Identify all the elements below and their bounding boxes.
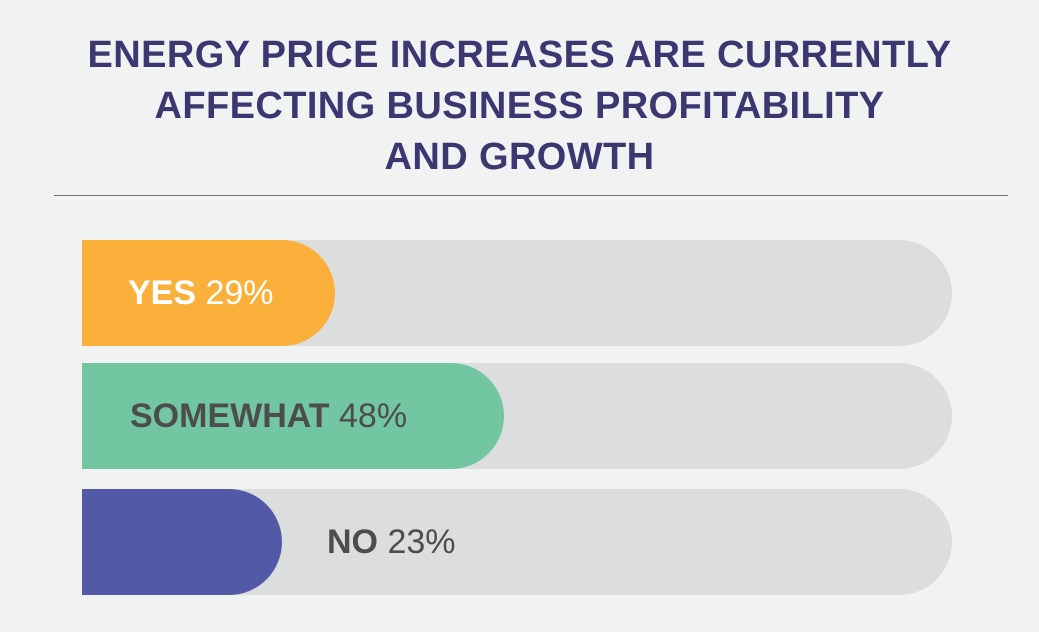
- bar-label-yes: YES 29%: [128, 240, 274, 346]
- category-label: SOMEWHAT: [130, 397, 330, 435]
- value-label: 48%: [329, 397, 408, 435]
- chart-title: ENERGY PRICE INCREASES ARE CURRENTLY AFF…: [0, 30, 1039, 183]
- bar-yes: [82, 240, 335, 346]
- title-line-1: ENERGY PRICE INCREASES ARE CURRENTLY: [87, 34, 952, 76]
- bar-somewhat: [82, 363, 504, 469]
- title-line-2: AFFECTING BUSINESS PROFITABILITY: [154, 85, 885, 127]
- bar-track-somewhat: SOMEWHAT 48%: [82, 363, 952, 469]
- category-label: NO: [327, 523, 378, 561]
- title-divider: [54, 195, 1008, 196]
- value-label: 23%: [378, 523, 456, 561]
- title-line-3: AND GROWTH: [384, 136, 655, 178]
- bar-label-no: NO 23%: [327, 489, 456, 595]
- value-label: 29%: [196, 274, 274, 312]
- bar-no: [82, 489, 282, 595]
- category-label: YES: [128, 274, 197, 312]
- bar-label-somewhat: SOMEWHAT 48%: [130, 363, 407, 469]
- bar-track-yes: YES 29%: [82, 240, 952, 346]
- bar-track-no: NO 23%: [82, 489, 952, 595]
